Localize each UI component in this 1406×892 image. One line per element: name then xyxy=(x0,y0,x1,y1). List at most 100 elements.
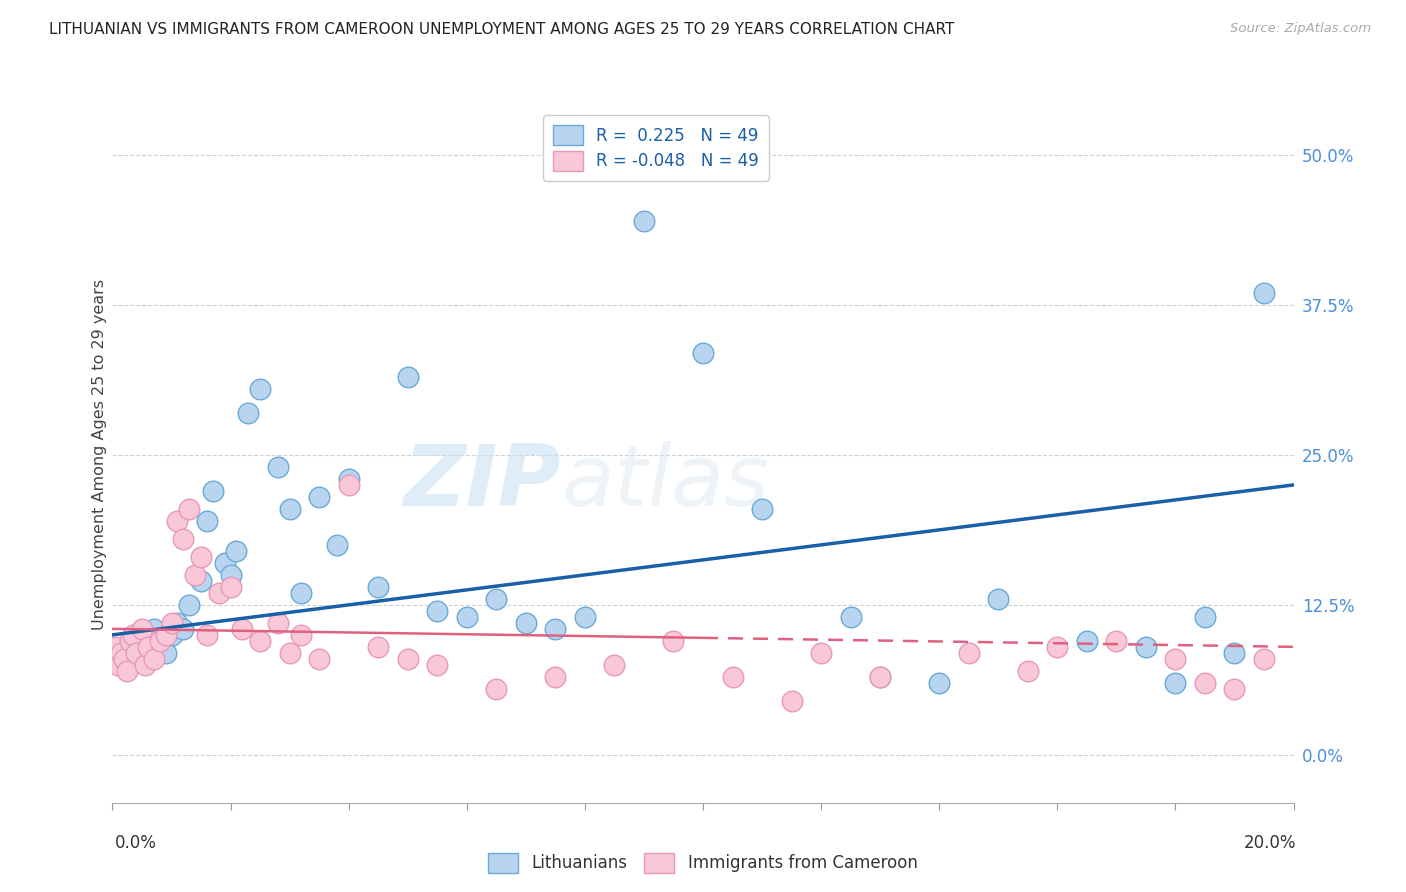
Point xyxy=(780,694,803,708)
Point xyxy=(172,622,194,636)
Text: LITHUANIAN VS IMMIGRANTS FROM CAMEROON UNEMPLOYMENT AMONG AGES 25 TO 29 YEARS CO: LITHUANIAN VS IMMIGRANTS FROM CAMEROON U… xyxy=(49,22,955,37)
Point xyxy=(1017,664,1039,678)
Point xyxy=(225,544,247,558)
Point xyxy=(142,652,165,666)
Point xyxy=(1194,676,1216,690)
Text: atlas: atlas xyxy=(561,442,769,524)
Point xyxy=(485,681,508,696)
Point xyxy=(396,370,419,384)
Point xyxy=(456,610,478,624)
Point xyxy=(149,640,172,654)
Point xyxy=(721,670,744,684)
Point xyxy=(1105,633,1128,648)
Legend: Lithuanians, Immigrants from Cameroon: Lithuanians, Immigrants from Cameroon xyxy=(482,847,924,880)
Text: 20.0%: 20.0% xyxy=(1244,834,1296,852)
Point xyxy=(107,657,129,672)
Point xyxy=(544,622,567,636)
Point xyxy=(125,646,148,660)
Point xyxy=(1253,285,1275,300)
Text: 0.0%: 0.0% xyxy=(115,834,157,852)
Point xyxy=(110,646,132,660)
Point xyxy=(112,640,135,654)
Point xyxy=(136,640,159,654)
Point xyxy=(326,538,349,552)
Point xyxy=(122,628,145,642)
Point xyxy=(219,567,242,582)
Point xyxy=(155,646,177,660)
Point xyxy=(515,615,537,630)
Point xyxy=(120,633,142,648)
Point xyxy=(367,640,389,654)
Point xyxy=(278,646,301,660)
Point xyxy=(249,382,271,396)
Point xyxy=(308,652,330,666)
Point xyxy=(201,483,224,498)
Point xyxy=(149,633,172,648)
Point xyxy=(117,664,138,678)
Point xyxy=(278,502,301,516)
Point xyxy=(195,628,218,642)
Point xyxy=(112,652,135,666)
Point xyxy=(120,633,142,648)
Point xyxy=(214,556,236,570)
Point xyxy=(603,657,626,672)
Point xyxy=(125,646,148,660)
Point xyxy=(839,610,862,624)
Point xyxy=(160,615,183,630)
Point xyxy=(485,591,508,606)
Point xyxy=(308,490,330,504)
Point xyxy=(267,615,290,630)
Point xyxy=(166,615,188,630)
Legend: R =  0.225   N = 49, R = -0.048   N = 49: R = 0.225 N = 49, R = -0.048 N = 49 xyxy=(543,115,769,180)
Point xyxy=(160,628,183,642)
Point xyxy=(426,657,449,672)
Point xyxy=(869,670,891,684)
Point xyxy=(810,646,832,660)
Point xyxy=(134,657,156,672)
Point xyxy=(172,532,194,546)
Y-axis label: Unemployment Among Ages 25 to 29 years: Unemployment Among Ages 25 to 29 years xyxy=(91,279,107,631)
Point xyxy=(249,633,271,648)
Point xyxy=(662,633,685,648)
Point xyxy=(136,640,159,654)
Point xyxy=(1046,640,1069,654)
Point xyxy=(1164,652,1187,666)
Point xyxy=(544,670,567,684)
Point xyxy=(117,652,138,666)
Point xyxy=(184,567,207,582)
Point xyxy=(1194,610,1216,624)
Point xyxy=(190,574,212,588)
Point xyxy=(1223,681,1246,696)
Point xyxy=(142,622,165,636)
Point xyxy=(131,628,153,642)
Text: ZIP: ZIP xyxy=(404,442,561,524)
Point xyxy=(208,586,231,600)
Point xyxy=(231,622,253,636)
Point xyxy=(396,652,419,666)
Point xyxy=(110,646,132,660)
Point xyxy=(179,598,201,612)
Point xyxy=(337,478,360,492)
Point xyxy=(1223,646,1246,660)
Point xyxy=(1135,640,1157,654)
Point xyxy=(987,591,1010,606)
Point xyxy=(1253,652,1275,666)
Point xyxy=(195,514,218,528)
Point xyxy=(219,580,242,594)
Point xyxy=(957,646,980,660)
Point xyxy=(928,676,950,690)
Point xyxy=(751,502,773,516)
Point xyxy=(633,214,655,228)
Point xyxy=(367,580,389,594)
Point xyxy=(574,610,596,624)
Point xyxy=(238,406,260,420)
Text: Source: ZipAtlas.com: Source: ZipAtlas.com xyxy=(1230,22,1371,36)
Point xyxy=(267,459,290,474)
Point xyxy=(1076,633,1098,648)
Point xyxy=(131,622,153,636)
Point xyxy=(104,640,127,654)
Point xyxy=(166,514,188,528)
Point xyxy=(337,472,360,486)
Point xyxy=(426,604,449,618)
Point xyxy=(290,628,312,642)
